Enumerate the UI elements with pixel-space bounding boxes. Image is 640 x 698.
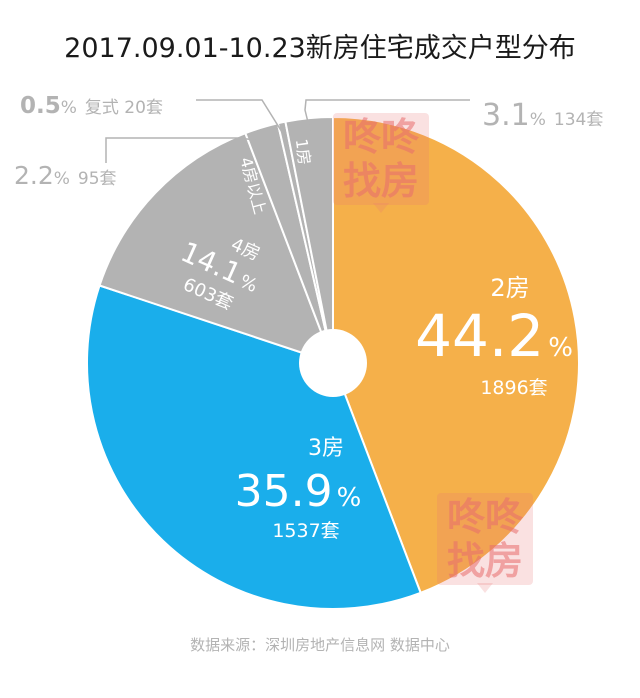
pie-slice — [98, 131, 335, 365]
pie-slice — [332, 115, 580, 595]
pie-slice — [284, 115, 334, 364]
slice-label-name: 1房 — [292, 138, 314, 167]
slice-label-name: 3房 — [308, 436, 344, 461]
slice-label-count: 1537套 — [272, 520, 339, 542]
data-source-note: 数据来源：深圳房地产信息网 数据中心 — [190, 636, 450, 654]
slice-label-count: 1896套 — [480, 377, 547, 399]
outside-label-1room: 3.1% 134套 — [482, 98, 603, 133]
chart-title: 2017.09.01-10.23新房住宅成交户型分布 — [64, 33, 576, 64]
watermark-logo: 咚咚 找房 — [333, 113, 429, 213]
leader-line-duplex — [196, 99, 286, 137]
outside-label-duplex: 0.5% 复式 20套 — [20, 93, 163, 119]
leader-line-1room — [304, 99, 470, 133]
pie-slice — [86, 284, 422, 610]
pie-slices — [86, 115, 580, 610]
watermark-logo: 咚咚 找房 — [437, 493, 533, 593]
leader-line-4plus — [105, 137, 266, 163]
outside-label-4plus: 2.2% 95套 — [14, 161, 117, 190]
donut-hole — [299, 329, 367, 397]
slice-label-name: 2房 — [490, 274, 529, 302]
leader-lines — [105, 99, 470, 163]
